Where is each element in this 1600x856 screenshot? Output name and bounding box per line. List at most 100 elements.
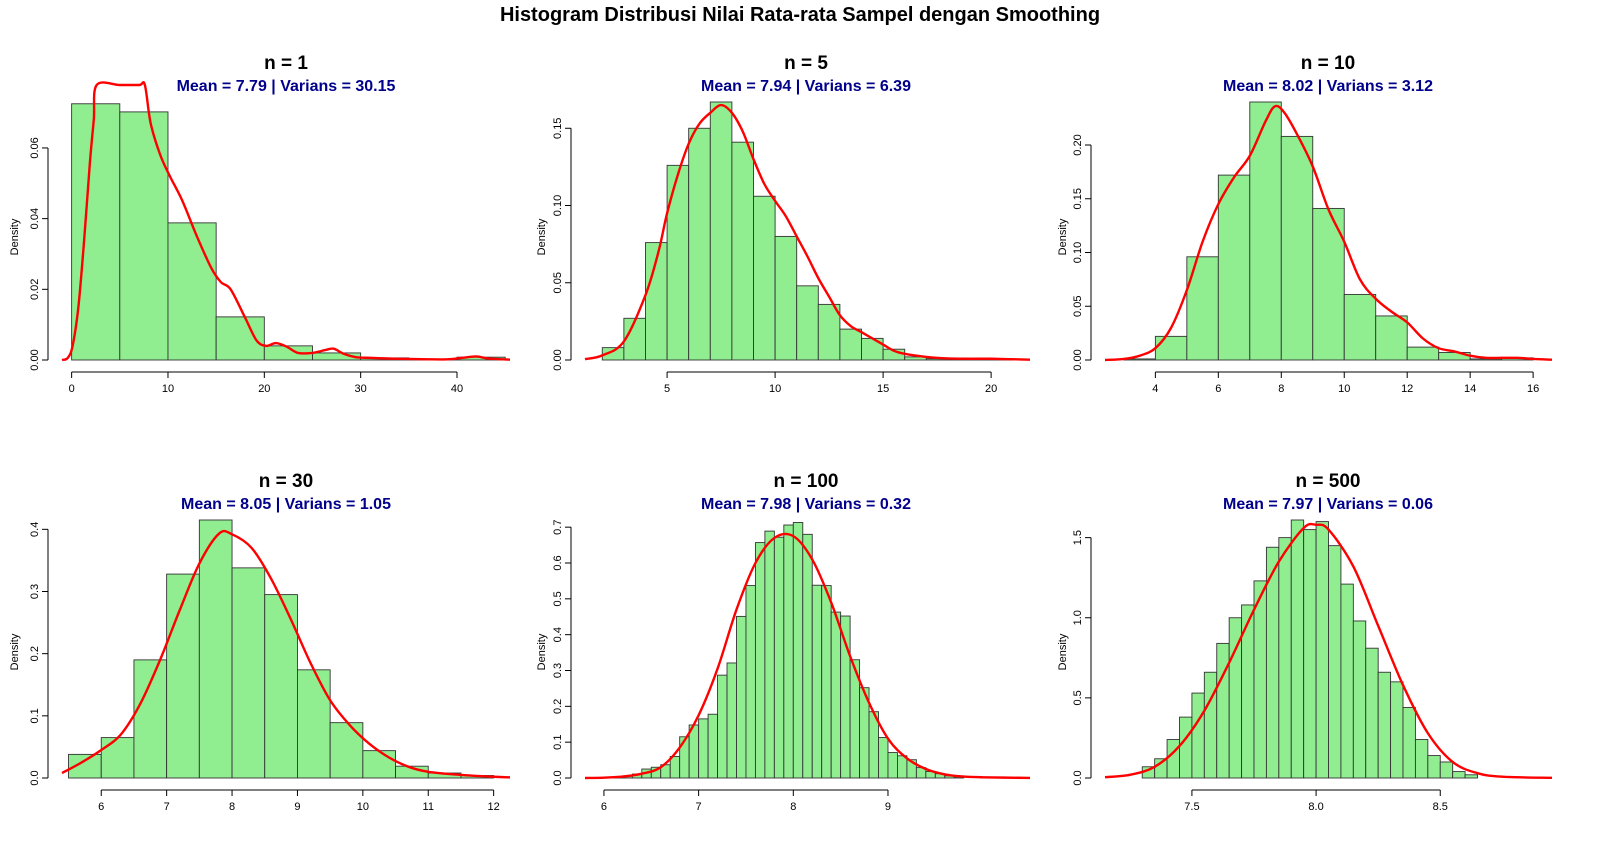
histogram-bar xyxy=(198,519,233,779)
y-tick-label: 0.2 xyxy=(29,646,41,661)
y-tick-label: 0.5 xyxy=(552,591,564,606)
histogram-bar xyxy=(1312,207,1345,361)
y-tick-label: 0.02 xyxy=(29,279,41,300)
histogram-bar xyxy=(783,524,794,779)
histogram-bar xyxy=(1452,771,1466,779)
histogram-bar xyxy=(745,585,756,779)
y-tick-label: 0.5 xyxy=(1072,690,1084,705)
y-tick-label: 1.5 xyxy=(1072,530,1084,545)
y-tick-label: 0.04 xyxy=(29,208,41,229)
histogram-bar xyxy=(817,303,841,361)
histogram-bar xyxy=(1427,755,1441,779)
histogram-bar xyxy=(133,659,168,779)
x-tick-label: 7 xyxy=(164,801,170,813)
x-tick-label: 40 xyxy=(451,383,463,395)
x-tick-label: 8.0 xyxy=(1308,801,1323,813)
x-tick-label: 7.5 xyxy=(1184,801,1199,813)
density-curve xyxy=(1104,522,1553,780)
histogram-bar xyxy=(1216,642,1230,779)
histogram-bar xyxy=(167,222,217,361)
y-tick-label: 0.0 xyxy=(552,770,564,785)
histogram-bar xyxy=(329,722,364,779)
y-tick-label: 0.0 xyxy=(1072,770,1084,785)
x-tick-label: 8 xyxy=(229,801,235,813)
x-tick-label: 16 xyxy=(1527,383,1539,395)
y-tick-label: 0.06 xyxy=(29,137,41,158)
histogram-bar xyxy=(166,573,200,779)
y-axis-label: Density xyxy=(1057,633,1069,670)
histogram-bar xyxy=(802,533,813,779)
histogram-bar xyxy=(1439,761,1454,779)
histogram-bar xyxy=(1390,681,1404,779)
histogram-bar xyxy=(623,317,646,361)
histogram-bar xyxy=(1154,335,1188,361)
y-tick-label: 0.1 xyxy=(552,735,564,750)
y-tick-label: 0.6 xyxy=(552,555,564,570)
y-tick-label: 0.7 xyxy=(552,520,564,535)
x-tick-label: 9 xyxy=(294,801,300,813)
histogram-bar xyxy=(362,750,397,779)
panel-n-30: n = 30 Mean = 8.05 | Varians = 1.05 Dens… xyxy=(9,471,511,813)
y-tick-label: 0.2 xyxy=(552,699,564,714)
panel-title: n = 5 xyxy=(784,53,828,74)
x-tick-label: 10 xyxy=(1338,383,1350,395)
y-tick-label: 0.05 xyxy=(552,272,564,293)
histogram-bar xyxy=(1315,521,1329,779)
x-tick-label: 10 xyxy=(357,801,369,813)
x-tick-label: 10 xyxy=(162,383,174,395)
histogram-bar xyxy=(666,164,690,361)
panel-n-100: n = 100 Mean = 7.98 | Varians = 0.32 Den… xyxy=(536,471,1031,813)
figure-title: Histogram Distribusi Nilai Rata-rata Sam… xyxy=(499,4,1101,26)
y-tick-label: 0.20 xyxy=(1072,134,1084,155)
histogram-bar xyxy=(707,713,719,779)
y-axis-label: Density xyxy=(9,218,21,255)
panel-n-500: n = 500 Mean = 7.97 | Varians = 0.06 Den… xyxy=(1057,471,1553,813)
y-tick-label: 0.00 xyxy=(552,349,564,370)
histogram-bar xyxy=(71,103,121,361)
y-axis-label: Density xyxy=(536,633,548,670)
histogram-bar xyxy=(688,127,711,361)
histogram-bar xyxy=(792,522,804,779)
histogram-bar xyxy=(897,755,908,779)
panel-title: n = 1 xyxy=(264,53,308,74)
y-tick-label: 0.3 xyxy=(29,584,41,599)
x-tick-label: 10 xyxy=(769,383,781,395)
y-tick-label: 0.1 xyxy=(29,708,41,723)
histogram-bar xyxy=(887,752,898,779)
x-tick-label: 20 xyxy=(985,383,997,395)
x-tick-label: 8 xyxy=(790,801,796,813)
histogram-bar xyxy=(1166,739,1180,779)
y-tick-label: 0.10 xyxy=(1072,242,1084,263)
panel-title: n = 10 xyxy=(1301,53,1355,74)
histogram-bar xyxy=(698,718,709,779)
x-tick-label: 14 xyxy=(1464,383,1476,395)
panel-n-10: n = 10 Mean = 8.02 | Varians = 3.12 Dens… xyxy=(1057,53,1553,395)
histogram-bar xyxy=(1328,545,1342,779)
histogram-bar xyxy=(1375,315,1408,361)
y-tick-label: 0.15 xyxy=(552,118,564,139)
panel-subtitle: Mean = 8.05 | Varians = 1.05 xyxy=(181,496,391,513)
histogram-bar xyxy=(1253,580,1267,779)
histogram-bar xyxy=(1217,174,1251,361)
histogram-bar xyxy=(736,615,747,779)
histogram-bar xyxy=(717,674,728,779)
y-axis-label: Density xyxy=(1057,218,1069,255)
histogram-bar xyxy=(1203,671,1218,779)
histogram-bar xyxy=(1402,707,1416,779)
histogram-bar xyxy=(878,737,889,779)
y-tick-label: 0.15 xyxy=(1072,188,1084,209)
histogram-bar xyxy=(119,111,169,361)
histogram-bar xyxy=(297,669,331,779)
density-curve xyxy=(584,532,1031,780)
histogram-bar xyxy=(709,101,733,361)
y-tick-label: 0.10 xyxy=(552,195,564,216)
x-tick-label: 6 xyxy=(601,801,607,813)
panel-subtitle: Mean = 8.02 | Varians = 3.12 xyxy=(1223,78,1433,95)
histogram-bar xyxy=(764,530,775,779)
x-tick-label: 5 xyxy=(664,383,670,395)
histogram-bar xyxy=(1343,293,1377,361)
x-tick-label: 8 xyxy=(1278,383,1284,395)
y-tick-label: 0.00 xyxy=(1072,349,1084,370)
panel-subtitle: Mean = 7.79 | Varians = 30.15 xyxy=(177,78,396,95)
x-tick-label: 11 xyxy=(423,801,434,813)
